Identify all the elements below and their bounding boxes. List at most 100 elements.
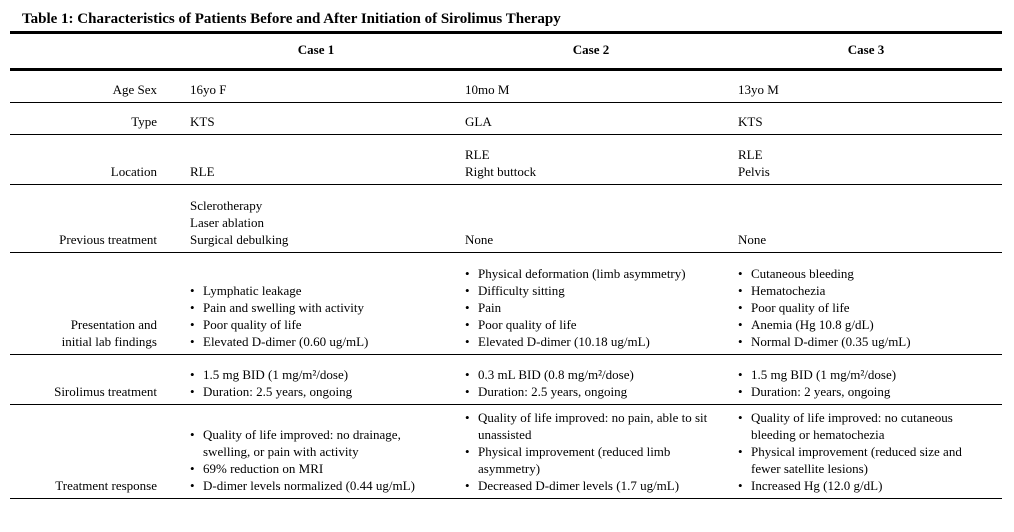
header-empty-cell (10, 34, 160, 71)
bullet-icon: • (738, 444, 743, 459)
bullet-item: • Physical deformation (limb asymmetry) (465, 265, 717, 282)
cell-line: Sclerotherapy (190, 198, 263, 213)
bullet-icon: • (465, 478, 470, 493)
table-body: Age Sex 16yo F 10mo M 13yo M Type KTS GLA KTS Lo… (10, 69, 1002, 499)
bullet-item: • Anemia (Hg 10.8 g/dL) (738, 316, 994, 333)
bullet-icon: • (465, 410, 470, 425)
cell-case-1: • Quality of life improved: no drainage, … (160, 404, 450, 499)
row-label-line: Previous treatment (59, 232, 157, 247)
bullet-text: Elevated D-dimer (10.18 ug/mL) (478, 334, 650, 349)
cell-line: 10mo M (465, 82, 510, 97)
bullet-icon: • (190, 283, 195, 298)
column-header-case-2: Case 2 (450, 34, 725, 71)
table-row: Location RLE RLE Right buttock RLE Pelvis (10, 134, 1002, 185)
cell-case-3: • Cutaneous bleeding • Hematochezia • Poor qu… (725, 252, 1002, 355)
bullet-icon: • (190, 478, 195, 493)
bullet-item: • Physical improvement (reduced size and … (738, 443, 994, 477)
table-row: Presentation and initial lab findings • Lym… (10, 252, 1002, 355)
cell-case-1: • Lymphatic leakage • Pain and swelling wit… (160, 252, 450, 355)
bullet-text: Difficulty sitting (478, 283, 565, 298)
bullet-icon: • (190, 427, 195, 442)
bullet-icon: • (465, 300, 470, 315)
bullet-text: 1.5 mg BID (1 mg/m²/dose) (203, 367, 349, 382)
cell-line: 16yo F (190, 82, 227, 97)
bullet-icon: • (190, 317, 195, 332)
bullet-text: Physical deformation (limb asymmetry) (478, 266, 686, 281)
bullet-item: • 1.5 mg BID (1 mg/m²/dose) (738, 366, 994, 383)
row-label: Previous treatment (10, 184, 160, 253)
bullet-icon: • (190, 334, 195, 349)
cell-line: RLE (465, 147, 490, 162)
cell-case-3: KTS (725, 102, 1002, 135)
bullet-text: Pain (478, 300, 502, 315)
bullet-item: • 0.3 mL BID (0.8 mg/m²/dose) (465, 366, 717, 383)
cell-line: Surgical debulking (190, 232, 289, 247)
cell-case-2: • Physical deformation (limb asymmetry) • D… (450, 252, 725, 355)
bullet-text: Pain and swelling with activity (203, 300, 365, 315)
bullet-text: Quality of life improved: no drainage, s… (203, 427, 401, 459)
bullet-item: • Normal D-dimer (0.35 ug/mL) (738, 333, 994, 350)
table-row: Sirolimus treatment • 1.5 mg BID (1 mg/m²/… (10, 354, 1002, 405)
bullet-text: Quality of life improved: no cutaneous b… (751, 410, 953, 442)
bullet-icon: • (738, 334, 743, 349)
bullet-item: • Decreased D-dimer levels (1.7 ug/mL) (465, 477, 717, 494)
cell-case-1: Sclerotherapy Laser ablation Surgical debu… (160, 184, 450, 253)
cell-line: Pelvis (738, 164, 770, 179)
cell-line: RLE (738, 147, 763, 162)
bullet-item: • Duration: 2.5 years, ongoing (190, 383, 442, 400)
bullet-item: • Elevated D-dimer (10.18 ug/mL) (465, 333, 717, 350)
bullet-icon: • (465, 367, 470, 382)
bullet-text: Cutaneous bleeding (751, 266, 854, 281)
row-label-line: initial lab findings (61, 334, 157, 349)
bullet-item: • Pain (465, 299, 717, 316)
cell-case-1: 16yo F (160, 69, 450, 103)
header-row: Case 1 Case 2 Case 3 (10, 34, 1002, 71)
bullet-item: • Increased Hg (12.0 g/dL) (738, 477, 994, 494)
bullet-icon: • (190, 300, 195, 315)
bullet-text: Duration: 2 years, ongoing (751, 384, 891, 399)
bullet-item: • Duration: 2.5 years, ongoing (465, 383, 717, 400)
bullet-text: Increased Hg (12.0 g/dL) (751, 478, 883, 493)
bullet-icon: • (738, 478, 743, 493)
column-header-case-1: Case 1 (160, 34, 450, 71)
bullet-item: • Poor quality of life (738, 299, 994, 316)
cell-case-1: KTS (160, 102, 450, 135)
document-page: Table 1: Characteristics of Patients Bef… (10, 11, 1002, 499)
cell-case-2: • Quality of life improved: no pain, able… (450, 404, 725, 499)
bullet-text: Elevated D-dimer (0.60 ug/mL) (203, 334, 369, 349)
bullet-item: • Quality of life improved: no drainage, … (190, 426, 442, 460)
bullet-item: • Lymphatic leakage (190, 282, 442, 299)
bullet-text: Anemia (Hg 10.8 g/dL) (751, 317, 874, 332)
row-label-line: Presentation and (70, 317, 157, 332)
table-row: Treatment response • Quality of life impro… (10, 404, 1002, 499)
cell-case-3: RLE Pelvis (725, 134, 1002, 185)
table-row: Previous treatment Sclerotherapy Laser abl… (10, 184, 1002, 253)
column-header-case-3: Case 3 (725, 34, 1002, 71)
bullet-text: Normal D-dimer (0.35 ug/mL) (751, 334, 911, 349)
row-label-line: Age Sex (112, 82, 157, 97)
bullet-text: Duration: 2.5 years, ongoing (203, 384, 353, 399)
bullet-item: • Quality of life improved: no pain, able… (465, 409, 717, 443)
bullet-text: Physical improvement (reduced size and f… (751, 444, 962, 476)
bullet-icon: • (738, 317, 743, 332)
row-label-line: Location (110, 164, 157, 179)
bullet-item: • 69% reduction on MRI (190, 460, 442, 477)
bullet-icon: • (738, 283, 743, 298)
cell-case-1: • 1.5 mg BID (1 mg/m²/dose) • Duration: 2.5… (160, 354, 450, 405)
bullet-icon: • (465, 384, 470, 399)
cell-case-3: • 1.5 mg BID (1 mg/m²/dose) • Duration: 2 y… (725, 354, 1002, 405)
bullet-icon: • (465, 334, 470, 349)
row-label: Sirolimus treatment (10, 354, 160, 405)
bullet-item: • Hematochezia (738, 282, 994, 299)
bullet-text: 0.3 mL BID (0.8 mg/m²/dose) (478, 367, 634, 382)
cell-line: RLE (190, 164, 215, 179)
bullet-item: • Elevated D-dimer (0.60 ug/mL) (190, 333, 442, 350)
cell-line: Laser ablation (190, 215, 264, 230)
bullet-item: • Quality of life improved: no cutaneous … (738, 409, 994, 443)
bullet-icon: • (190, 384, 195, 399)
cell-line: 13yo M (738, 82, 779, 97)
cell-case-2: 10mo M (450, 69, 725, 103)
bullet-text: Hematochezia (751, 283, 826, 298)
cell-line: KTS (738, 114, 763, 129)
row-label: Treatment response (10, 404, 160, 499)
